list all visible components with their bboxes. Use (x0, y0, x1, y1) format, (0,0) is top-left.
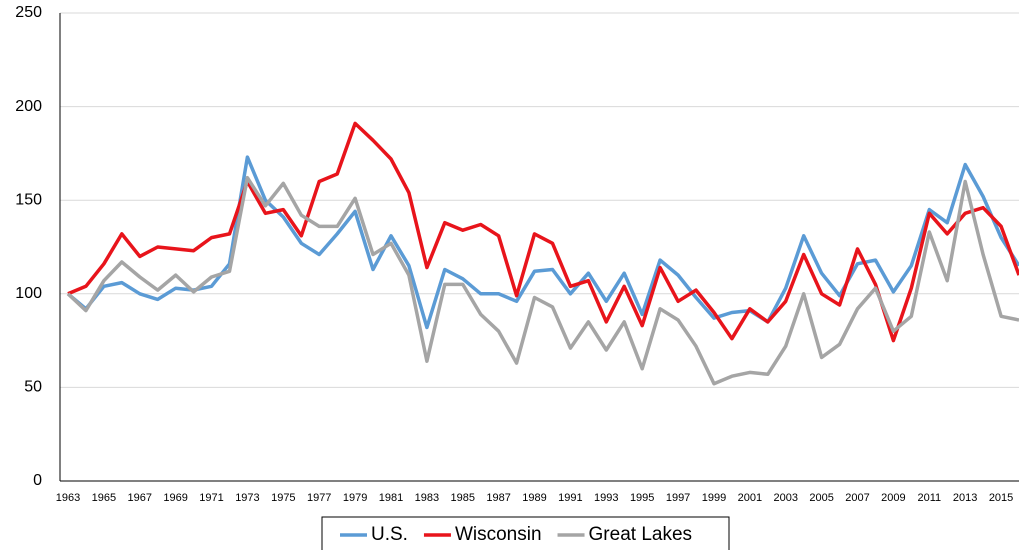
y-tick-label: 200 (15, 98, 42, 115)
x-tick-label: 1981 (379, 492, 403, 504)
y-tick-label: 250 (15, 4, 42, 21)
x-tick-label: 1989 (522, 492, 546, 504)
x-tick-label: 2007 (845, 492, 869, 504)
legend-box (321, 516, 730, 550)
x-tick-label: 1985 (451, 492, 475, 504)
x-tick-label: 1965 (92, 492, 116, 504)
series-line (66, 155, 1019, 330)
x-tick-label: 2003 (773, 492, 797, 504)
x-tick-label: 2005 (809, 492, 833, 504)
x-tick-label: 1967 (128, 492, 152, 504)
x-tick-label: 1997 (666, 492, 690, 504)
y-tick-label: 150 (15, 191, 42, 208)
x-tick-label: 2009 (881, 492, 905, 504)
legend-label: U.S. (371, 524, 408, 545)
x-tick-label: 1973 (235, 492, 259, 504)
x-tick-label: 1969 (163, 492, 187, 504)
x-tick-label: 1995 (630, 492, 654, 504)
legend-label: Great Lakes (589, 524, 693, 545)
x-tick-label: 2015 (989, 492, 1013, 504)
x-tick-label: 1975 (271, 492, 295, 504)
x-tick-label: 1963 (56, 492, 80, 504)
x-tick-label: 1971 (199, 492, 223, 504)
legend: U.S. Wisconsin Great Lakes (321, 516, 730, 550)
x-tick-label: 1993 (594, 492, 618, 504)
y-tick-label: 0 (33, 472, 42, 489)
x-tick-label: 2001 (738, 492, 762, 504)
legend-label: Wisconsin (455, 524, 542, 545)
x-tick-label: 1979 (343, 492, 367, 504)
y-tick-label: 100 (15, 285, 42, 302)
x-tick-label: 1991 (558, 492, 582, 504)
y-tick-label: 50 (24, 379, 42, 396)
x-tick-label: 2011 (917, 492, 941, 504)
series-line (67, 121, 1019, 343)
x-tick-label: 1987 (486, 492, 510, 504)
x-tick-label: 1983 (415, 492, 439, 504)
x-tick-label: 1999 (702, 492, 726, 504)
x-tick-label: 2013 (953, 492, 977, 504)
x-tick-label: 1977 (307, 492, 331, 504)
series-line (66, 175, 1019, 386)
